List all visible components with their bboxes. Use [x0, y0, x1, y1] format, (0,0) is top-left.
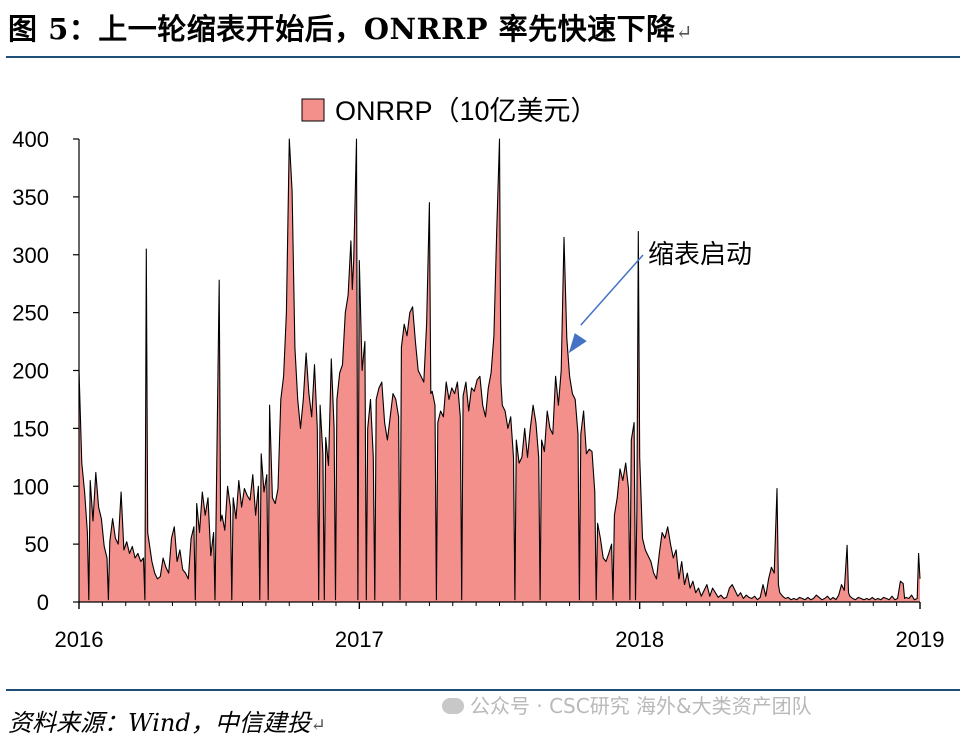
y-tick-label: 200: [12, 359, 49, 384]
figure-title-text: 图 5：上一轮缩表开始后，ONRRP 率先快速下降: [8, 12, 676, 46]
bottom-rule: [6, 689, 960, 691]
watermark: 公众号 · CSC研究 海外&大类资产团队: [442, 690, 812, 719]
wechat-icon: [442, 698, 464, 714]
series-area-fill: [79, 139, 920, 602]
y-tick-label: 0: [37, 590, 49, 615]
return-mark-icon: ↵: [310, 715, 326, 736]
legend-swatch: [301, 98, 325, 122]
x-tick-label: 2017: [335, 627, 384, 652]
y-tick-label: 250: [12, 301, 49, 326]
annotation-label: 缩表启动: [648, 239, 752, 269]
annotation-arrow-head: [568, 333, 587, 354]
legend-label: ONRRP（10亿美元）: [335, 96, 598, 126]
source-text: 资料来源：Wind，中信建投: [8, 709, 311, 737]
y-tick-label: 300: [12, 243, 49, 268]
top-rule: [6, 56, 960, 58]
series-line: [78, 138, 921, 601]
source-note: 资料来源：Wind，中信建投↵: [8, 703, 326, 738]
return-mark-icon: ↵: [675, 20, 693, 44]
x-tick-label: 2016: [55, 627, 104, 652]
x-tick-label: 2018: [615, 627, 664, 652]
watermark-text: 公众号 · CSC研究 海外&大类资产团队: [470, 694, 812, 718]
y-tick-label: 100: [12, 474, 49, 499]
onrrp-area-chart: 0 50 100 150 200 250 300 350 400 2016 2017 2018 2019…: [12, 96, 945, 652]
x-tick-label: 2019: [896, 627, 945, 652]
figure-title: 图 5：上一轮缩表开始后，ONRRP 率先快速下降↵: [8, 6, 693, 48]
y-tick-label: 150: [12, 416, 49, 441]
y-tick-label: 350: [12, 185, 49, 210]
y-tick-label: 50: [25, 532, 49, 557]
y-tick-label: 400: [12, 127, 49, 152]
annotation-arrow-line: [580, 254, 644, 326]
